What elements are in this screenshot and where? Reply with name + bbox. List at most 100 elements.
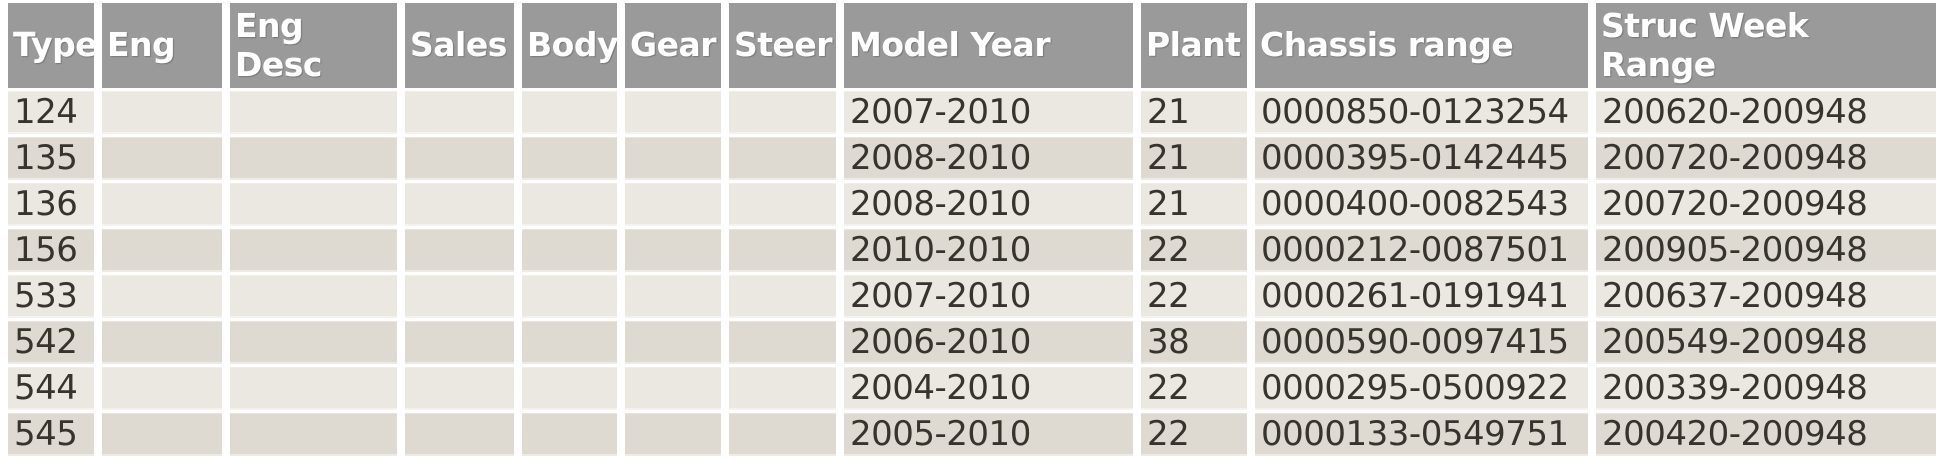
cell-sales	[405, 91, 514, 134]
cell-type: 544	[8, 367, 94, 410]
cell-chassis-range: 0000850-0123254	[1255, 91, 1588, 134]
cell-sales	[405, 275, 514, 318]
cell-plant: 38	[1141, 321, 1247, 364]
cell-eng	[102, 229, 222, 272]
cell-gear	[625, 413, 721, 456]
cell-eng-desc	[230, 91, 397, 134]
cell-gear	[625, 183, 721, 226]
cell-chassis-range: 0000212-0087501	[1255, 229, 1588, 272]
cell-struc-week-range: 200339-200948	[1596, 367, 1936, 410]
header-cell-struc-week-range: Struc Week Range	[1596, 3, 1936, 88]
cell-body	[522, 367, 617, 410]
cell-model-year: 2007-2010	[844, 91, 1133, 134]
header-cell-model-year: Model Year	[844, 3, 1133, 88]
cell-type: 533	[8, 275, 94, 318]
cell-chassis-range: 0000400-0082543	[1255, 183, 1588, 226]
cell-model-year: 2010-2010	[844, 229, 1133, 272]
cell-plant: 21	[1141, 91, 1247, 134]
cell-body	[522, 413, 617, 456]
cell-gear	[625, 367, 721, 410]
cell-chassis-range: 0000295-0500922	[1255, 367, 1588, 410]
cell-plant: 22	[1141, 413, 1247, 456]
cell-chassis-range: 0000395-0142445	[1255, 137, 1588, 180]
cell-plant: 22	[1141, 367, 1247, 410]
cell-model-year: 2004-2010	[844, 367, 1133, 410]
cell-steer	[729, 229, 836, 272]
cell-struc-week-range: 200720-200948	[1596, 183, 1936, 226]
cell-type: 135	[8, 137, 94, 180]
cell-chassis-range: 0000133-0549751	[1255, 413, 1588, 456]
cell-plant: 21	[1141, 137, 1247, 180]
cell-eng-desc	[230, 229, 397, 272]
cell-eng	[102, 275, 222, 318]
cell-type: 545	[8, 413, 94, 456]
cell-struc-week-range: 200549-200948	[1596, 321, 1936, 364]
cell-plant: 22	[1141, 229, 1247, 272]
table-row[interactable]: 136 2008-2010 21 0000400-0082543 200720-2009…	[8, 183, 1936, 226]
cell-sales	[405, 413, 514, 456]
cell-model-year: 2008-2010	[844, 183, 1133, 226]
cell-body	[522, 137, 617, 180]
cell-sales	[405, 137, 514, 180]
cell-gear	[625, 321, 721, 364]
cell-gear	[625, 91, 721, 134]
cell-struc-week-range: 200905-200948	[1596, 229, 1936, 272]
table-body: 124 2007-2010 21 0000850-0123254 200620-2009…	[8, 91, 1936, 456]
header-row: Type Eng Eng Desc Sales Body Gear Steer Model Y…	[8, 3, 1936, 88]
table-row[interactable]: 542 2006-2010 38 0000590-0097415 200549-2009…	[8, 321, 1936, 364]
cell-eng-desc	[230, 183, 397, 226]
cell-gear	[625, 137, 721, 180]
cell-chassis-range: 0000590-0097415	[1255, 321, 1588, 364]
cell-gear	[625, 229, 721, 272]
cell-steer	[729, 137, 836, 180]
cell-body	[522, 183, 617, 226]
table-row[interactable]: 135 2008-2010 21 0000395-0142445 200720-2009…	[8, 137, 1936, 180]
cell-struc-week-range: 200720-200948	[1596, 137, 1936, 180]
header-cell-type: Type	[8, 3, 94, 88]
header-cell-sales: Sales	[405, 3, 514, 88]
table-row[interactable]: 545 2005-2010 22 0000133-0549751 200420-2009…	[8, 413, 1936, 456]
cell-eng	[102, 321, 222, 364]
header-cell-gear: Gear	[625, 3, 721, 88]
header-cell-plant: Plant	[1141, 3, 1247, 88]
cell-eng	[102, 137, 222, 180]
header-cell-eng: Eng	[102, 3, 222, 88]
cell-chassis-range: 0000261-0191941	[1255, 275, 1588, 318]
header-cell-steer: Steer	[729, 3, 836, 88]
cell-steer	[729, 413, 836, 456]
cell-body	[522, 321, 617, 364]
header-cell-chassis-range: Chassis range	[1255, 3, 1588, 88]
cell-steer	[729, 367, 836, 410]
table-row[interactable]: 156 2010-2010 22 0000212-0087501 200905-2009…	[8, 229, 1936, 272]
cell-body	[522, 91, 617, 134]
cell-sales	[405, 367, 514, 410]
table-row[interactable]: 544 2004-2010 22 0000295-0500922 200339-2009…	[8, 367, 1936, 410]
cell-sales	[405, 321, 514, 364]
cell-model-year: 2005-2010	[844, 413, 1133, 456]
cell-gear	[625, 275, 721, 318]
cell-eng	[102, 91, 222, 134]
cell-eng	[102, 413, 222, 456]
cell-type: 124	[8, 91, 94, 134]
table-row[interactable]: 533 2007-2010 22 0000261-0191941 200637-2009…	[8, 275, 1936, 318]
cell-body	[522, 229, 617, 272]
cell-plant: 21	[1141, 183, 1247, 226]
cell-model-year: 2008-2010	[844, 137, 1133, 180]
cell-model-year: 2007-2010	[844, 275, 1133, 318]
table-row[interactable]: 124 2007-2010 21 0000850-0123254 200620-2009…	[8, 91, 1936, 134]
cell-steer	[729, 275, 836, 318]
cell-steer	[729, 321, 836, 364]
cell-eng-desc	[230, 413, 397, 456]
cell-type: 136	[8, 183, 94, 226]
cell-eng-desc	[230, 137, 397, 180]
cell-type: 542	[8, 321, 94, 364]
header-cell-eng-desc: Eng Desc	[230, 3, 397, 88]
cell-struc-week-range: 200620-200948	[1596, 91, 1936, 134]
cell-sales	[405, 183, 514, 226]
cell-eng-desc	[230, 275, 397, 318]
cell-eng	[102, 183, 222, 226]
cell-body	[522, 275, 617, 318]
cell-type: 156	[8, 229, 94, 272]
